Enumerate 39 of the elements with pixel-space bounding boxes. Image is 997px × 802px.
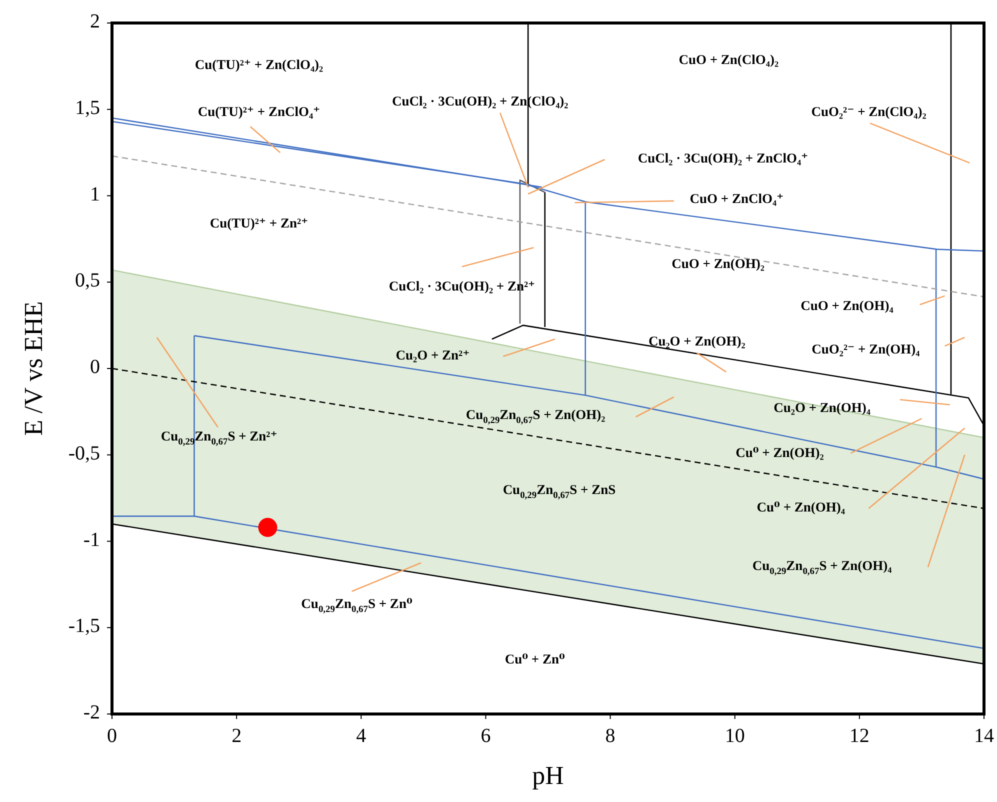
annotation: Cu₂O + Zn(OH)₄ <box>774 400 870 416</box>
annotation: CuO + Zn(ClO₄)₂ <box>678 52 779 68</box>
annotation: CuO + Zn(OH)₄ <box>800 298 894 314</box>
annotation: Cu(TU)²⁺ + ZnClO₄⁺ <box>198 104 320 119</box>
annotation: Cu₂O + Zn(OH)₂ <box>648 334 746 349</box>
annotation: Cu$_{0,29}$Zn$_{0,67}$S + Zn⁰ <box>301 596 412 616</box>
y-tick-label: 2 <box>90 10 100 33</box>
annotation: CuO + ZnClO₄⁺ <box>690 191 784 206</box>
x-tick-label: 14 <box>974 725 994 747</box>
y-tick-label: -2 <box>83 702 100 724</box>
y-tick-label: 0,5 <box>75 270 100 292</box>
y-tick-label: -1 <box>83 528 100 551</box>
x-axis-title: pH <box>532 760 564 790</box>
annotation: CuO₂²⁻ + Zn(OH)₄ <box>812 341 920 356</box>
x-tick-label: 2 <box>232 725 242 747</box>
x-tick-label: 8 <box>605 725 616 747</box>
annotation: CuCl₂ · 3Cu(OH)₂ + ZnClO₄⁺ <box>638 150 808 166</box>
annotation: Cu$_{0,29}$Zn$_{0,67}$S + Zn(OH)₂ <box>466 407 606 426</box>
x-tick-label: 6 <box>480 725 491 747</box>
y-axis-title: E /V vs EHE <box>18 301 48 436</box>
annotation: Cu$_{0,29}$Zn$_{0,67}$S + Zn(OH)₄ <box>752 558 892 578</box>
annotation: CuO + Zn(OH)₂ <box>672 256 764 271</box>
annotation: Cu(TU)²⁺ + Zn²⁺ <box>210 215 308 230</box>
x-tick-label: 0 <box>107 725 117 747</box>
annotation: Cu₂O + Zn²⁺ <box>396 348 470 362</box>
annotation: Cu⁰ + Zn⁰ <box>504 652 566 667</box>
x-tick-label: 10 <box>724 725 745 747</box>
y-tick-label: -1,5 <box>68 615 100 638</box>
x-tick-label: 4 <box>356 725 366 747</box>
annotation: Cu(TU)²⁺ + Zn(ClO₄)₂ <box>194 57 324 72</box>
y-tick-label: -0,5 <box>68 442 100 464</box>
annotation: Cu⁰ + Zn(OH)₄ <box>756 500 845 515</box>
y-tick-label: 1 <box>90 183 100 206</box>
annotation: Cu⁰ + Zn(OH)₂ <box>736 445 824 460</box>
annotation: CuO₂²⁻ + Zn(ClO₄)₂ <box>811 104 926 119</box>
annotation: Cu$_{0,29}$Zn$_{0,67}$S + ZnS <box>502 482 616 502</box>
y-tick-label: 1,5 <box>75 96 100 119</box>
y-tick-label: 0 <box>90 356 100 378</box>
x-tick-label: 12 <box>849 725 870 747</box>
